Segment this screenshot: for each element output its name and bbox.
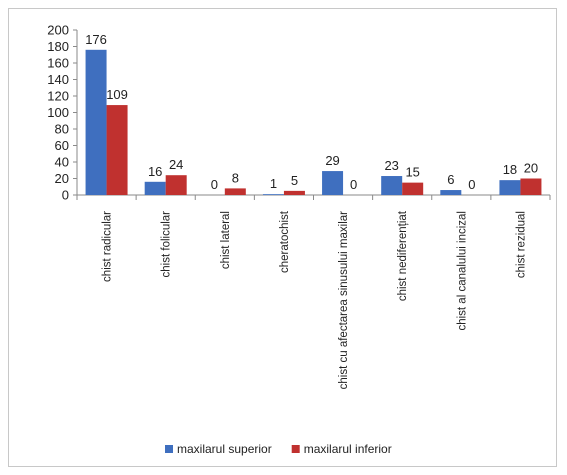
bar-superior xyxy=(440,190,462,195)
data-label: 109 xyxy=(106,87,128,102)
category-label: chist lateral xyxy=(220,211,232,269)
data-label: 18 xyxy=(503,162,517,177)
category-label: chist radicular xyxy=(102,211,114,282)
legend-swatch xyxy=(165,445,173,453)
y-tick-label: 140 xyxy=(47,72,69,87)
data-label: 16 xyxy=(148,164,162,179)
bar-superior xyxy=(322,171,344,195)
data-label: 176 xyxy=(85,32,107,47)
bar-superior xyxy=(499,180,521,195)
data-label: 0 xyxy=(211,177,218,192)
data-label: 23 xyxy=(384,158,398,173)
data-label: 1 xyxy=(270,176,277,191)
bar-superior xyxy=(262,194,284,195)
data-label: 0 xyxy=(468,177,475,192)
data-label: 6 xyxy=(447,172,454,187)
category-label: cheratochist xyxy=(279,210,291,273)
y-tick-label: 80 xyxy=(55,122,69,137)
bar-inferior xyxy=(402,182,424,195)
data-label: 5 xyxy=(291,173,298,188)
y-tick-label: 20 xyxy=(55,171,69,186)
category-label: chist nediferențiat xyxy=(397,210,409,301)
y-tick-label: 0 xyxy=(62,188,69,203)
bar-superior xyxy=(381,176,403,195)
data-label: 24 xyxy=(169,157,183,172)
bar-inferior xyxy=(224,188,246,195)
bar-superior xyxy=(85,49,107,195)
y-tick-label: 120 xyxy=(47,89,69,104)
category-label: chist al canalului incizal xyxy=(456,211,468,331)
legend-label: maxilarul superior xyxy=(177,442,272,456)
category-label: chist rezidual xyxy=(515,211,527,278)
y-tick-label: 160 xyxy=(47,56,69,71)
y-tick-label: 180 xyxy=(47,39,69,54)
y-tick-label: 40 xyxy=(55,155,69,170)
data-label: 29 xyxy=(325,153,339,168)
category-label: chist folicular xyxy=(161,211,173,278)
y-tick-label: 100 xyxy=(47,105,69,120)
data-label: 8 xyxy=(232,170,239,185)
bar-inferior xyxy=(283,190,305,195)
legend-swatch xyxy=(291,445,300,453)
bar-inferior xyxy=(520,178,542,195)
y-tick-label: 200 xyxy=(47,23,69,38)
bar-inferior xyxy=(106,105,128,195)
legend-label: maxilarul inferior xyxy=(304,442,392,456)
data-label: 20 xyxy=(524,161,538,176)
data-label: 0 xyxy=(350,177,357,192)
category-label: chist cu afectarea sinusului maxilar xyxy=(338,211,350,389)
bar-superior xyxy=(144,181,166,195)
data-label: 15 xyxy=(405,165,419,180)
y-tick-label: 60 xyxy=(55,138,69,153)
bar-inferior xyxy=(165,175,187,195)
